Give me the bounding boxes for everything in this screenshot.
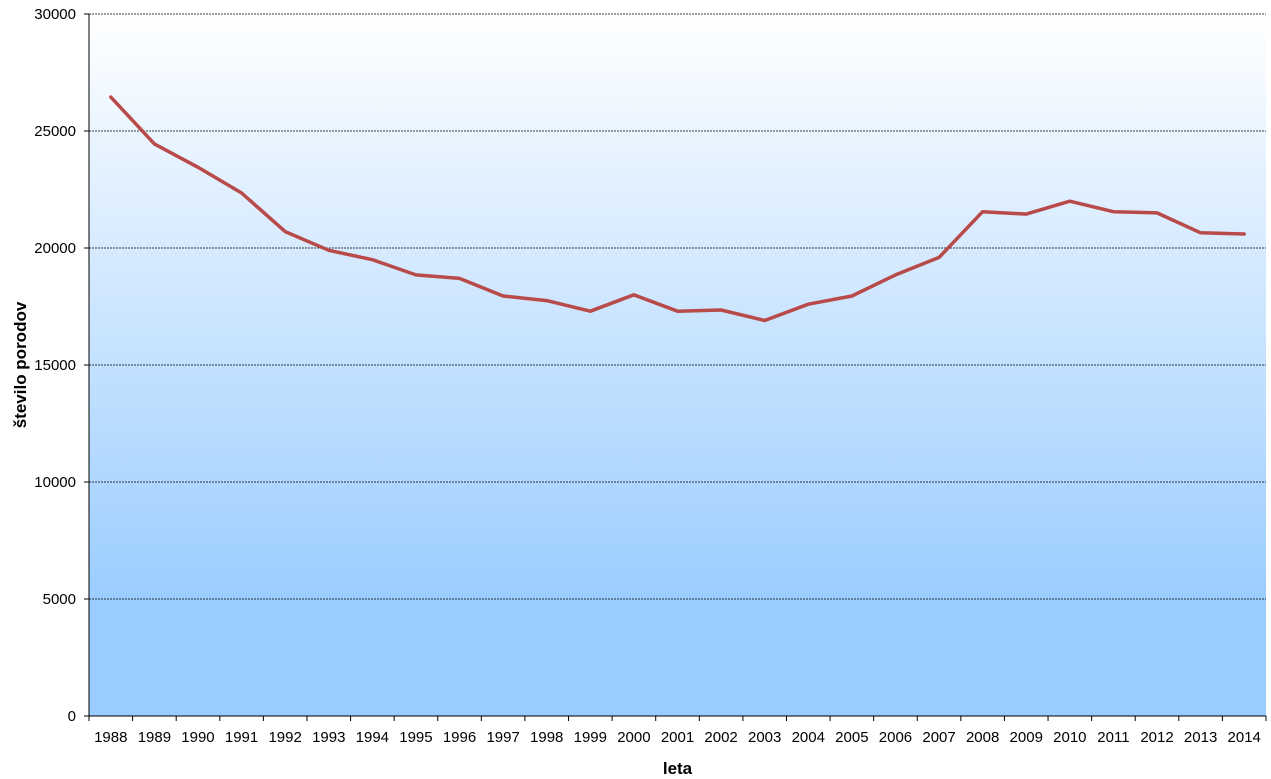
x-tick-label: 1992: [268, 729, 301, 746]
y-tick-label: 10000: [34, 474, 76, 491]
x-tick-label: 1997: [486, 729, 519, 746]
gridlines: [84, 13, 1266, 717]
x-tick-label: 2004: [792, 729, 825, 746]
x-tick-label: 2001: [661, 729, 694, 746]
y-tick-label: 30000: [34, 6, 76, 23]
x-tick-label: 2002: [704, 729, 737, 746]
y-tick-labels: 0 5000 10000 15000 20000 25000 30000: [34, 6, 76, 725]
x-tick-label: 1988: [94, 729, 127, 746]
x-tick-label: 1996: [443, 729, 476, 746]
x-tick-label: 2003: [748, 729, 781, 746]
y-tick-label: 0: [68, 708, 76, 725]
y-tick-label: 5000: [43, 591, 76, 608]
x-tick-label: 1995: [399, 729, 432, 746]
x-tick-label: 2012: [1140, 729, 1173, 746]
x-tick-label: 1989: [138, 729, 171, 746]
y-tick-label: 15000: [34, 357, 76, 374]
x-tick-labels: 1988 1989 1990 1991 1992 1993 1994 1995 1996 1997…: [94, 729, 1261, 746]
series-line: [109, 95, 1246, 323]
x-tick-label: 1991: [225, 729, 258, 746]
x-tick-label: 2013: [1184, 729, 1217, 746]
x-tick-label: 2009: [1010, 729, 1043, 746]
y-tick-label: 25000: [34, 123, 76, 140]
x-tick-label: 2014: [1228, 729, 1261, 746]
axes: [88, 14, 1267, 721]
x-tick-label: 1993: [312, 729, 345, 746]
x-tick-label: 2010: [1053, 729, 1086, 746]
y-axis-title: število porodov: [11, 301, 30, 428]
x-tick-label: 2011: [1097, 729, 1129, 746]
y-tick-label: 20000: [34, 240, 76, 257]
x-tick-label: 1994: [356, 729, 389, 746]
x-tick-label: 2007: [922, 729, 955, 746]
x-tick-label: 1999: [574, 729, 607, 746]
x-tick-label: 2006: [879, 729, 912, 746]
x-axis-title: leta: [663, 759, 693, 778]
x-tick-label: 1998: [530, 729, 563, 746]
x-tick-label: 1990: [181, 729, 214, 746]
x-tick-label: 2000: [617, 729, 650, 746]
x-tick-label: 2005: [835, 729, 868, 746]
x-tick-label: 2008: [966, 729, 999, 746]
